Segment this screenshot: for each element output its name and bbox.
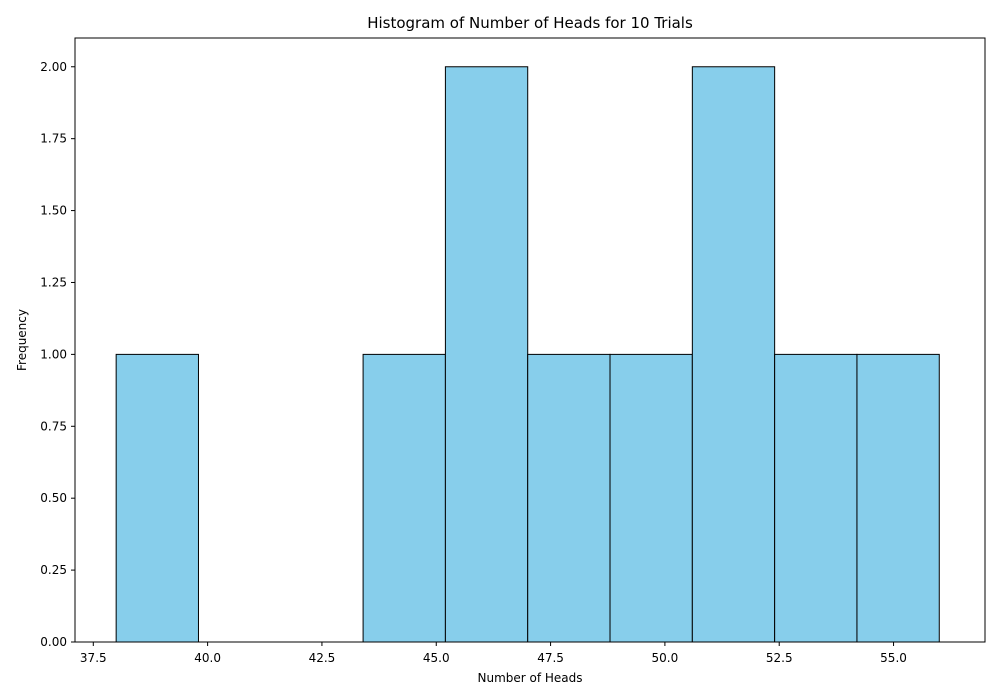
y-axis-title: Frequency xyxy=(15,309,29,371)
y-tick-label: 1.25 xyxy=(40,275,67,289)
chart-title: Histogram of Number of Heads for 10 Tria… xyxy=(367,14,693,32)
histogram-bar xyxy=(362,353,446,643)
y-tick-label: 0.75 xyxy=(40,419,67,433)
y-tick-label: 0.00 xyxy=(40,635,67,649)
x-tick-label: 50.0 xyxy=(652,651,679,665)
histogram-bar xyxy=(856,353,940,643)
y-axis-ticks: 0.00 0.25 0.50 0.75 1.00 1.25 1.50 1.75 2.00 xyxy=(40,60,75,649)
y-tick-label: 1.75 xyxy=(40,132,67,146)
histogram-bar xyxy=(115,353,199,643)
y-tick-label: 1.50 xyxy=(40,204,67,218)
histogram-bar xyxy=(691,66,776,643)
bars-layer xyxy=(115,66,940,643)
x-tick-label: 52.5 xyxy=(766,651,793,665)
histogram-bar xyxy=(527,353,611,643)
plot-area-frame xyxy=(74,37,986,643)
x-axis-ticks: 37.5 40.0 42.5 45.0 47.5 50.0 52.5 55.0 xyxy=(80,642,907,665)
y-tick-label: 0.25 xyxy=(40,563,67,577)
x-tick-label: 47.5 xyxy=(537,651,564,665)
y-tick-label: 2.00 xyxy=(40,60,67,74)
x-tick-label: 40.0 xyxy=(194,651,221,665)
x-tick-label: 42.5 xyxy=(309,651,336,665)
histogram-bar xyxy=(609,353,693,643)
histogram-bar xyxy=(444,66,529,643)
histogram-bar xyxy=(774,353,858,643)
x-axis-title: Number of Heads xyxy=(477,671,582,685)
y-tick-label: 1.00 xyxy=(40,347,67,361)
y-tick-label: 0.50 xyxy=(40,491,67,505)
x-tick-label: 37.5 xyxy=(80,651,107,665)
x-tick-label: 45.0 xyxy=(423,651,450,665)
x-tick-label: 55.0 xyxy=(880,651,907,665)
